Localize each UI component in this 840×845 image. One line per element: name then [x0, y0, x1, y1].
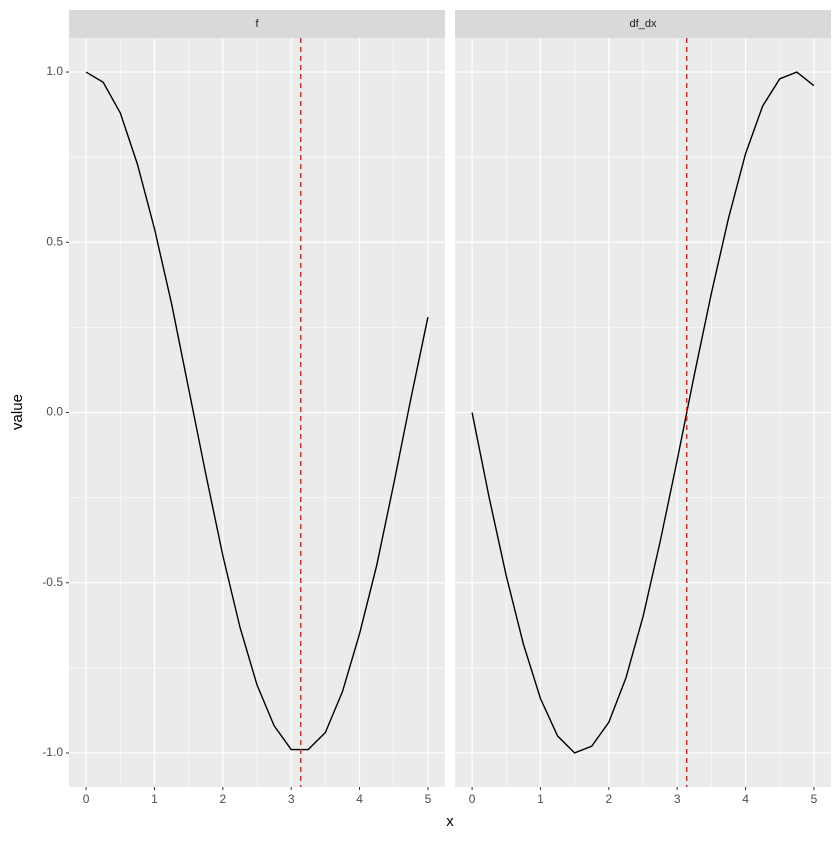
line — [471, 71, 815, 754]
facet-title: f — [255, 18, 259, 30]
x-tick-label: 2 — [605, 792, 612, 806]
line — [85, 71, 429, 751]
x-tick-label: 0 — [469, 792, 476, 806]
facet-title: df_dx — [630, 18, 657, 30]
y-tick-label: 0.5 — [46, 234, 63, 248]
x-tick-label: 4 — [742, 792, 749, 806]
x-tick-label: 3 — [674, 792, 681, 806]
x-tick-label: 5 — [425, 792, 432, 806]
y-tick-label: 0.0 — [46, 405, 63, 419]
x-tick-label: 5 — [811, 792, 818, 806]
x-tick-label: 2 — [219, 792, 226, 806]
x-tick-label: 3 — [288, 792, 295, 806]
x-axis-label: x — [446, 813, 454, 830]
y-tick-label: -0.5 — [42, 575, 63, 589]
x-tick-label: 0 — [83, 792, 90, 806]
strip — [69, 10, 445, 38]
y-tick-label: -1.0 — [42, 745, 63, 759]
x-tick-label: 4 — [356, 792, 363, 806]
y-axis-label: value — [9, 394, 26, 430]
y-tick-label: 1.0 — [46, 64, 63, 78]
x-tick-label: 1 — [151, 792, 158, 806]
x-tick-label: 1 — [537, 792, 544, 806]
strip — [455, 10, 831, 38]
